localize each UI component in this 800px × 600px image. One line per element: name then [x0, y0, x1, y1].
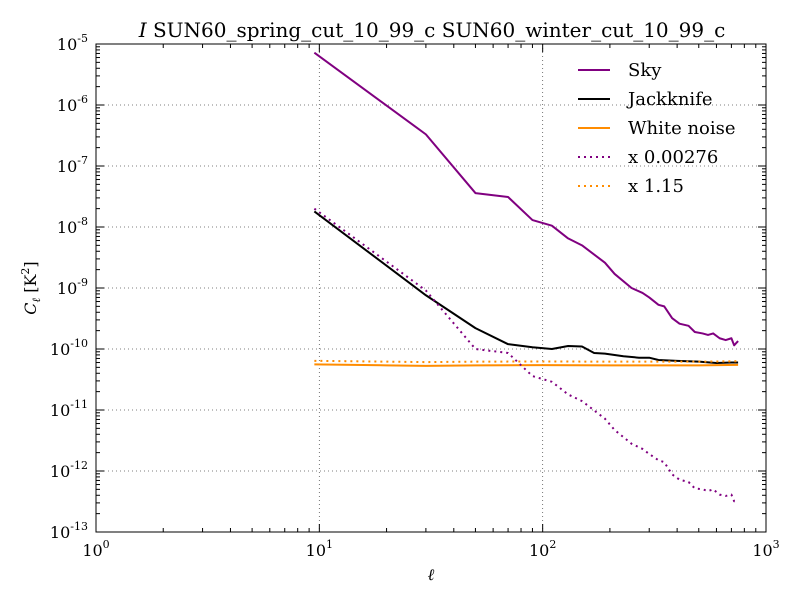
y-axis-label-unit-sup: 2	[19, 268, 32, 275]
legend-label-white-noise: White noise	[628, 118, 736, 139]
series-line-sky	[313, 51, 739, 347]
x-tick-label: 103	[752, 538, 779, 560]
y-tick-label: 10-5	[57, 32, 88, 54]
ticks	[95, 43, 767, 533]
series-line-x-1-15	[314, 359, 739, 364]
y-axis-label-main: C	[21, 302, 40, 314]
x-tick-label: 100	[82, 538, 109, 560]
legend-label-x-0-00276: x 0.00276	[628, 147, 718, 168]
legend-label-x-1-15: x 1.15	[628, 176, 684, 197]
y-tick-label: 10-8	[57, 215, 88, 237]
legend: Sky Jackknife White noise x 0.00276 x 1.15	[578, 60, 736, 197]
y-axis-label-sub: ℓ	[30, 297, 43, 302]
y-tick-label: 10-6	[57, 93, 88, 115]
plot-frame	[95, 43, 767, 533]
grid	[96, 44, 766, 532]
tick-labels: 100 101 102 103 10-13 10-12 10-11 10-10 10-9 10-8…	[50, 32, 780, 560]
y-axis-label-unit-close: ]	[21, 261, 40, 267]
x-tick-label: 101	[306, 538, 333, 560]
legend-label-sky: Sky	[628, 60, 662, 81]
y-axis-label-unit: [K	[21, 274, 40, 298]
y-tick-label: 10-11	[50, 398, 88, 420]
legend-label-jackknife: Jackknife	[626, 89, 713, 110]
y-tick-label: 10-12	[50, 459, 88, 481]
y-tick-label: 10-10	[50, 337, 88, 359]
chart-title-italic: I	[138, 18, 148, 42]
y-tick-label: 10-7	[57, 154, 88, 176]
chart-title: I SUN60_spring_cut_10_99_c SUN60_winter_…	[138, 18, 726, 42]
y-tick-label: 10-9	[57, 276, 88, 298]
x-axis-label: ℓ	[428, 565, 435, 584]
series-line-x-0-00276	[313, 207, 739, 503]
chart-title-main: SUN60_spring_cut_10_99_c SUN60_winter_cu…	[147, 18, 726, 42]
series-line-white-noise	[314, 363, 739, 367]
y-axis-label: Cℓ [K2]	[19, 261, 43, 314]
x-tick-label: 102	[529, 538, 556, 560]
series-lines	[313, 51, 739, 503]
y-tick-label: 10-13	[50, 520, 88, 542]
